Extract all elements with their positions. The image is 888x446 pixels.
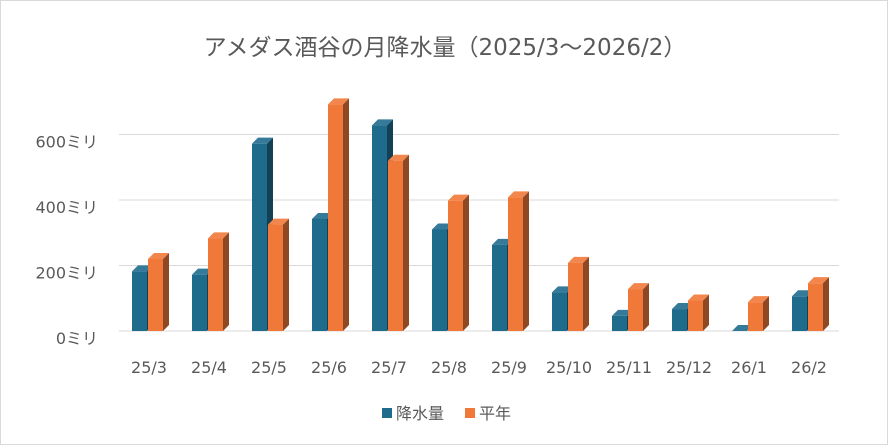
legend-item-rainfall: 降水量 (382, 404, 444, 423)
bar-rainfall (732, 325, 753, 331)
bar-normal (208, 232, 229, 331)
x-tick-label: 25/6 (311, 358, 347, 377)
x-axis: 25/3 25/4 25/5 25/6 25/7 25/8 25/9 25/10 25/11 25… (131, 358, 827, 377)
legend-label: 平年 (479, 404, 511, 423)
y-tick-label: 0ミリ (56, 329, 98, 348)
bar-normal (688, 294, 709, 331)
bar-normal (148, 252, 169, 331)
bar-normal (508, 191, 529, 331)
x-tick-label: 25/8 (431, 358, 467, 377)
x-tick-label: 25/12 (666, 358, 712, 377)
legend-swatch (465, 408, 475, 418)
legend-label: 降水量 (396, 404, 444, 423)
x-tick-label: 25/9 (491, 358, 527, 377)
bar-normal (328, 98, 349, 332)
y-tick-label: 600ミリ (35, 133, 98, 152)
bar-normal (448, 194, 469, 331)
gridlines (119, 134, 839, 332)
bar-normal (268, 218, 289, 331)
x-tick-label: 25/11 (606, 358, 652, 377)
y-axis: 0ミリ 200ミリ 400ミリ 600ミリ (35, 133, 98, 349)
x-tick-label: 25/3 (131, 358, 167, 377)
y-tick-label: 400ミリ (35, 198, 98, 217)
legend-item-normal: 平年 (465, 404, 511, 423)
bar-normal (628, 283, 649, 331)
x-tick-label: 25/10 (546, 358, 592, 377)
y-tick-label: 200ミリ (35, 264, 98, 283)
bar-normal (388, 154, 409, 331)
legend: 降水量 平年 (382, 404, 511, 423)
bars (132, 98, 829, 332)
x-tick-label: 25/7 (371, 358, 407, 377)
x-tick-label: 26/1 (731, 358, 767, 377)
x-tick-label: 25/4 (191, 358, 227, 377)
bar-normal (568, 256, 589, 331)
legend-swatch (382, 408, 392, 418)
x-tick-label: 26/2 (791, 358, 827, 377)
bar-normal (748, 296, 769, 331)
bar-normal (808, 277, 829, 331)
chart-title: アメダス酒谷の月降水量（2025/3～2026/2） (204, 35, 687, 61)
x-tick-label: 25/5 (251, 358, 287, 377)
